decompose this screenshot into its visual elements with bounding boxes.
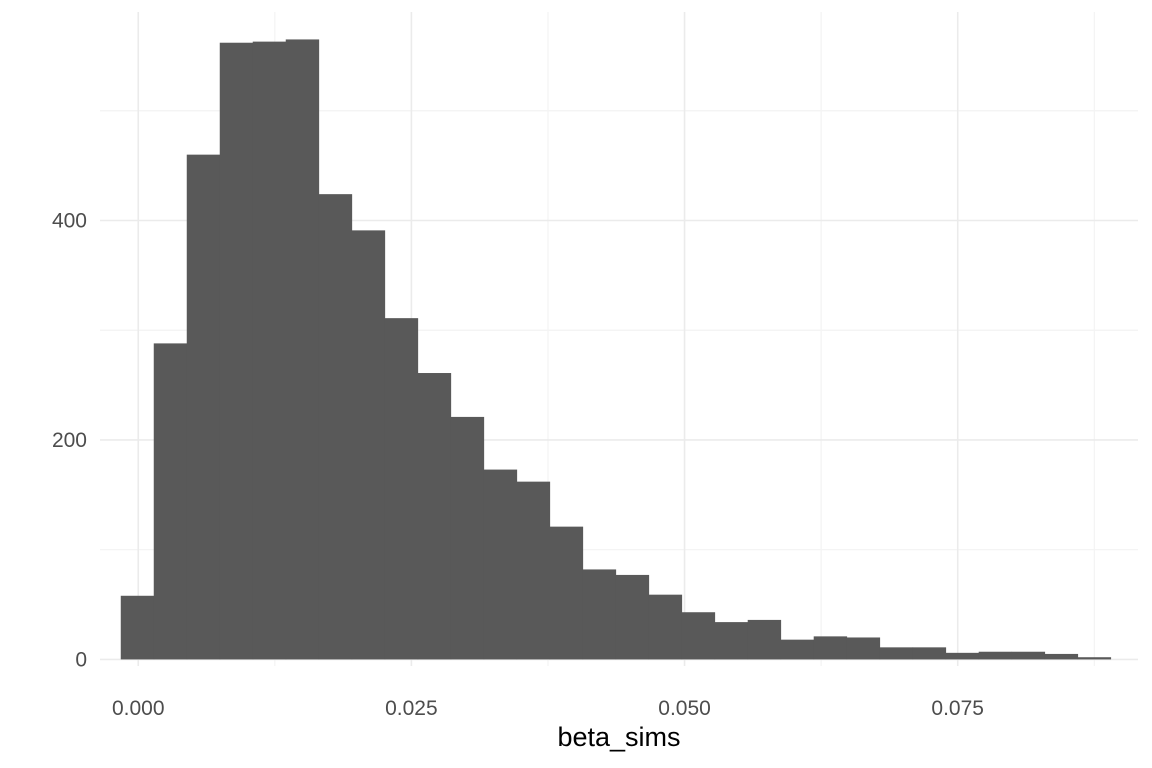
histogram-bar: [582, 569, 617, 660]
histogram-bar: [978, 651, 1013, 660]
histogram-bar: [219, 42, 254, 660]
x-tick-label: 0.000: [112, 697, 165, 720]
x-tick-label: 0.050: [658, 697, 711, 720]
histogram-bar: [846, 637, 881, 660]
histogram-bar: [615, 574, 650, 660]
histogram-bar: [549, 526, 584, 660]
histogram-bar: [384, 318, 419, 660]
histogram-bars: [120, 39, 1112, 660]
x-axis-title: beta_sims: [557, 722, 680, 752]
histogram-bar: [252, 41, 287, 660]
histogram-bar: [285, 39, 320, 660]
histogram-bar: [186, 154, 221, 660]
histogram-bar: [153, 343, 188, 660]
histogram-bar: [1011, 651, 1046, 660]
x-axis-tick-labels: 0.000 0.025 0.050 0.075: [112, 697, 984, 720]
y-tick-label: 200: [52, 429, 87, 452]
histogram-bar: [417, 373, 452, 660]
histogram-bar: [912, 647, 947, 660]
histogram-bar: [483, 469, 518, 660]
x-tick-label: 0.075: [931, 697, 984, 720]
histogram-bar: [120, 595, 155, 660]
histogram-bar: [1077, 657, 1112, 660]
histogram-bar: [351, 230, 386, 660]
histogram-bar: [450, 416, 485, 660]
y-tick-label: 0: [75, 648, 87, 671]
histogram-bar: [945, 652, 980, 660]
x-tick-label: 0.025: [385, 697, 438, 720]
histogram-bar: [318, 194, 353, 660]
histogram-bar: [813, 636, 848, 660]
histogram-bar: [747, 619, 782, 660]
histogram-bar: [648, 594, 683, 660]
histogram-bar: [516, 481, 551, 660]
histogram-bar: [681, 612, 716, 660]
histogram-bar: [879, 647, 914, 660]
histogram-bar: [1044, 653, 1079, 660]
y-axis-tick-labels: 0 200 400: [52, 209, 87, 671]
histogram-bar: [714, 622, 749, 660]
y-tick-label: 400: [52, 209, 87, 232]
histogram-bar: [780, 639, 815, 660]
